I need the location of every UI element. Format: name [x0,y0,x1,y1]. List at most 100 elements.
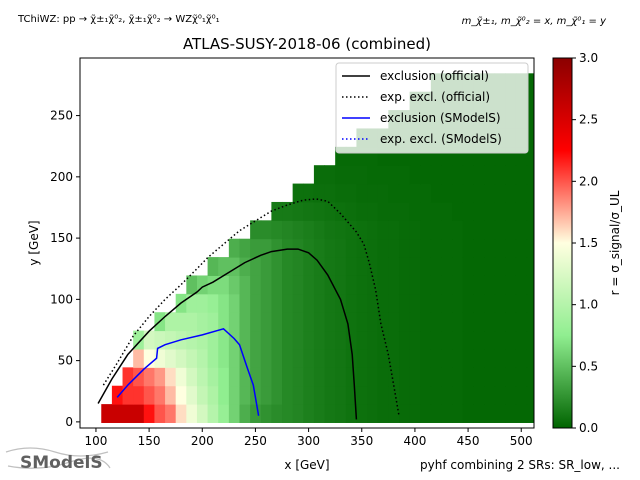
heatmap-cell [398,330,411,350]
heatmap-cell [335,367,347,387]
heatmap-cell [420,183,432,203]
heatmap-cell [250,348,262,368]
heatmap-cell [271,201,283,221]
heatmap-cell [186,312,198,332]
heatmap-cell [250,257,262,276]
x-tick-label: 300 [297,434,320,448]
heatmap-cell [313,330,326,350]
heatmap-cell [335,257,347,276]
x-tick-label: 250 [244,434,267,448]
heatmap-cell [377,238,389,258]
heatmap-cell [388,385,400,405]
x-tick-label: 200 [191,434,214,448]
heatmap-cell [282,201,294,221]
heatmap-cell [526,257,534,276]
heatmap-cell [335,146,347,166]
heatmap-cell [526,348,534,368]
colorbar-tick-label: 2.5 [579,113,598,127]
heatmap-cell [377,330,389,350]
heatmap-cell [313,404,326,423]
y-tick-label: 50 [58,354,73,368]
heatmap-cell [260,275,272,295]
heatmap-cell [388,312,400,332]
heatmap-cell [430,183,442,203]
heatmap-cell [239,385,251,405]
heatmap-cell [133,367,145,387]
heatmap-cell [398,257,411,276]
heatmap-cell [356,293,368,313]
heatmap-cell [388,275,400,295]
heatmap-cell [420,385,432,405]
heatmap-cell [250,238,262,258]
x-tick-label: 500 [510,434,533,448]
heatmap-cell [324,165,336,185]
heatmap-cell [313,238,326,258]
heatmap-cell [420,220,432,240]
heatmap-cell [452,312,464,332]
heatmap-cell [494,183,506,203]
heatmap-cell [207,257,219,276]
heatmap-cell [494,257,506,276]
heatmap-cell [462,146,474,166]
heatmap-cell [228,367,240,387]
heatmap-cell [196,348,209,368]
heatmap-cell [484,165,496,185]
heatmap-cell [239,257,251,276]
heatmap-cell [398,385,411,405]
heatmap-cell [473,330,485,350]
heatmap-cell [356,183,368,203]
heatmap-cell [345,312,357,332]
heatmap-cell [484,275,496,295]
heatmap-cell [526,367,534,387]
heatmap-cell [473,183,485,203]
heatmap-cell [228,293,240,313]
heatmap-cell [462,330,474,350]
heatmap-cell [452,275,464,295]
heatmap-cell [356,257,368,276]
heatmap-cell [420,330,432,350]
heatmap-cell [462,183,474,203]
heatmap-cell [367,312,379,332]
heatmap-cell [377,385,389,405]
heatmap-cell [409,330,421,350]
heatmap-cell [303,404,315,423]
heatmap-cell [473,238,485,258]
heatmap-cell [377,275,389,295]
heatmap-cell [452,257,464,276]
heatmap-cell [452,404,464,423]
heatmap-cell [218,348,230,368]
heatmap-cell [271,293,283,313]
heatmap-cell [292,385,304,405]
heatmap-cell [207,404,219,423]
heatmap-cell [420,238,432,258]
heatmap-cell [462,238,474,258]
heatmap-cell [462,165,474,185]
heatmap-cell [441,146,453,166]
heatmap-cell [398,238,411,258]
heatmap-cell [494,146,506,166]
heatmap-cell [186,330,198,350]
logo-decoration [5,447,111,469]
heatmap-cell [165,312,177,332]
heatmap-cell [526,385,534,405]
heatmap-cell [250,367,262,387]
heatmap-cell [388,330,400,350]
heatmap-cell [430,238,442,258]
heatmap-cell [292,183,304,203]
heatmap-cell [345,293,357,313]
heatmap-cell [494,201,506,221]
heatmap-cell [515,312,528,332]
heatmap-cell [462,404,474,423]
heatmap-cell [441,312,453,332]
heatmap-cell [324,348,336,368]
heatmap-cell [377,367,389,387]
heatmap-cell [345,385,357,405]
heatmap-cell [260,367,272,387]
x-tick-label: 450 [457,434,480,448]
heatmap-cell [388,238,400,258]
heatmap-cell [441,385,453,405]
heatmap-cell [335,293,347,313]
x-axis-label: x [GeV] [284,458,329,472]
curve-exclusion-smodels- [116,327,260,416]
heatmap-cell [324,312,336,332]
